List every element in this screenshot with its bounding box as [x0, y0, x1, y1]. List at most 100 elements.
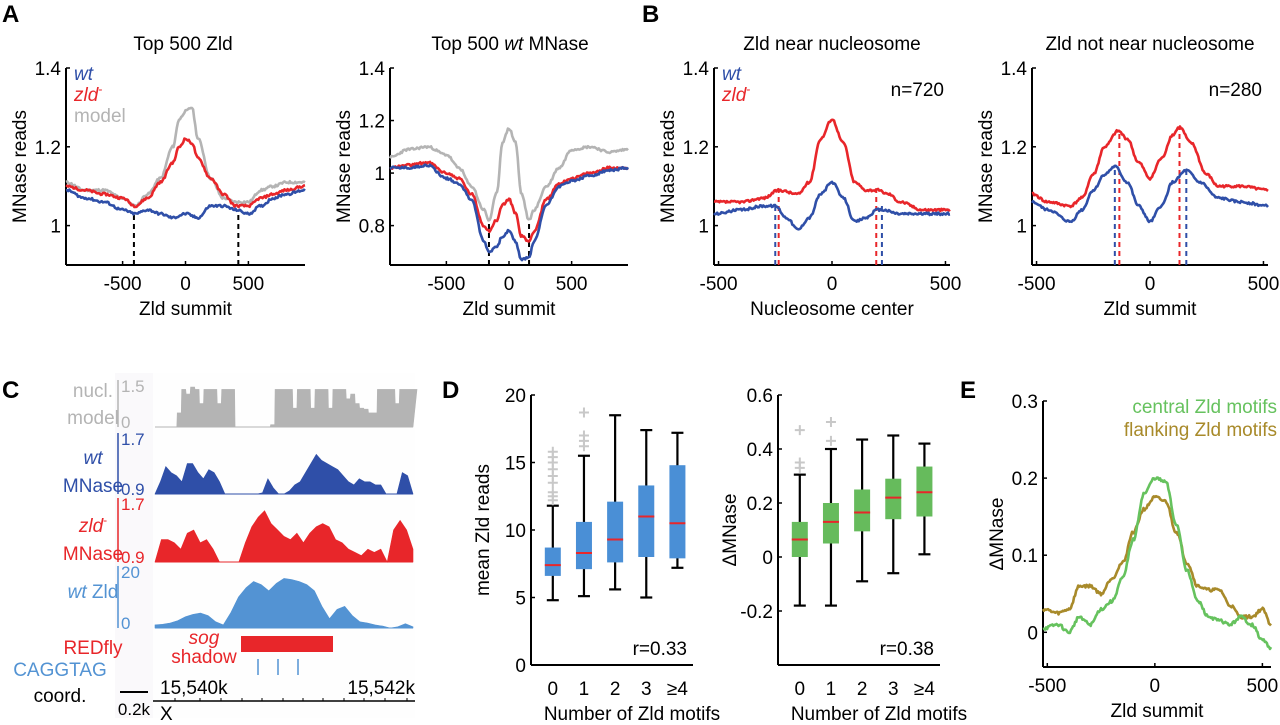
y-tick-label: 0: [515, 656, 526, 677]
x-tick-label: 500: [556, 274, 588, 295]
chart-title: Top 500 wt MNase: [431, 34, 588, 55]
x-axis-label: Number of Zld motifs: [544, 704, 720, 725]
track-label: zld-: [78, 513, 107, 537]
x-tick-label: 500: [1247, 676, 1279, 697]
x-axis-label: Zld summit: [463, 299, 557, 320]
box-iqr: [822, 503, 839, 544]
x-tick-label: 500: [233, 274, 265, 295]
chart-a2: 0.8 1 1.2 1.4 -500 0 500 Zld summit MNase reads T…: [334, 34, 630, 320]
redfly-element-name-2: shadow: [171, 647, 237, 668]
n-annotation: n=720: [891, 80, 944, 101]
y-tick-label: 0.2: [1012, 469, 1038, 490]
panel-label-c: C: [2, 377, 19, 404]
y-tick-label: 1.4: [359, 59, 386, 80]
x-axis-label: Zld summit: [1104, 299, 1198, 320]
track-ymin-label: 0.9: [121, 548, 145, 567]
track-label: wt Zld: [68, 582, 119, 603]
x-tick-label: ≥4: [914, 679, 935, 700]
n-annotation: n=280: [1209, 80, 1262, 101]
y-axis-label: MNase reads: [334, 110, 355, 223]
scale-bar-label: 0.2k: [118, 700, 151, 719]
track-ymin-label: 0.9: [121, 480, 145, 499]
chromosome-label: X: [160, 704, 173, 725]
x-tick-label: 500: [930, 274, 962, 295]
y-tick-label: 1.4: [683, 59, 710, 80]
track-label: model: [67, 408, 119, 429]
r-annotation: r=0.38: [880, 639, 934, 660]
box-iqr: [607, 501, 624, 563]
box-outlier: [825, 417, 836, 427]
x-axis-label: Number of Zld motifs: [791, 704, 967, 725]
track-signal: [155, 386, 418, 428]
y-tick-label: 1: [50, 217, 61, 238]
box-outlier: [547, 487, 558, 498]
series-line-zld: [389, 160, 629, 243]
x-tick-label: 500: [1248, 274, 1280, 295]
track-label: nucl.: [73, 381, 113, 402]
chart-title: Top 500 Zld: [133, 34, 232, 55]
y-tick-label: 1: [1016, 217, 1027, 238]
legend-entry: wt: [74, 64, 94, 85]
x-tick-label: 0: [827, 274, 838, 295]
y-tick-label: 0: [1027, 623, 1038, 644]
x-tick-label: 1: [579, 679, 590, 700]
track-ymax-label: 1.7: [121, 495, 145, 514]
y-tick-label: 0.3: [1012, 392, 1038, 413]
series-line-zld: [65, 137, 306, 209]
box-iqr: [854, 489, 871, 532]
track-ymax-label: 20: [121, 563, 140, 582]
box-outlier: [578, 430, 589, 441]
series-line-model: [65, 106, 306, 209]
legend-entry: zld-: [721, 82, 750, 106]
x-tick-label: 2: [857, 679, 868, 700]
track-ymin-label: 0: [121, 413, 130, 432]
x-tick-label: 1: [826, 679, 837, 700]
y-tick-label: 1: [698, 217, 709, 238]
legend-entry: wt: [722, 64, 742, 85]
panel-label-d: D: [442, 377, 459, 404]
track-signal: [154, 510, 414, 563]
x-tick-label: -500: [1028, 676, 1066, 697]
series-line-wt: [713, 180, 951, 231]
x-tick-label: 0: [795, 679, 806, 700]
redfly-label: REDfly: [63, 638, 123, 659]
series-line-centralzldmotifs: [1042, 476, 1273, 651]
y-axis-label: ΔMNase: [987, 498, 1008, 571]
chart-b2: 1 1.2 1.4 -500 0 500 Zld summit MNase reads Zld …: [976, 34, 1279, 320]
panel-label-e: E: [960, 377, 976, 404]
chart-title: Zld not near nucleosome: [1045, 34, 1254, 55]
y-tick-label: 0.6: [747, 386, 773, 407]
box-iqr: [885, 478, 902, 520]
track-label: MNase: [63, 476, 123, 497]
chart-e: 0 0.1 0.2 0.3 -500 0 500 Zld summit ΔMNase centra…: [987, 392, 1278, 722]
track-ymax-label: 1.5: [121, 377, 145, 396]
box-outlier: [547, 446, 558, 457]
y-tick-label: 1: [374, 164, 385, 185]
track-ymin-label: 0: [121, 614, 130, 633]
x-axis-label: Zld summit: [139, 299, 233, 320]
legend-entry: central Zld motifs: [1132, 397, 1277, 418]
y-tick-label: 0.8: [359, 217, 385, 238]
y-tick-label: 20: [505, 386, 526, 407]
coordinate-left-label: 15,540k: [160, 678, 228, 699]
y-tick-label: 1.2: [683, 138, 709, 159]
track-label: MNase: [63, 544, 123, 565]
chart-b1: 1 1.2 1.4 -500 0 500 Nucleosome center MNase re…: [658, 34, 961, 320]
y-axis-label: MNase reads: [10, 110, 31, 223]
chart-c-genome-browser: 1.50nucl.model1.70.9wtMNase1.70.9zld-MNa…: [13, 373, 418, 725]
redfly-element-name: sog: [189, 628, 220, 649]
x-tick-label: -500: [427, 274, 465, 295]
box-outlier: [794, 457, 805, 468]
series-line-model: [388, 127, 629, 222]
legend-entry: flanking Zld motifs: [1124, 420, 1277, 441]
y-tick-label: 0.4: [747, 440, 774, 461]
redfly-element-bar: [241, 636, 333, 652]
x-tick-label: ≥4: [667, 679, 688, 700]
box-iqr: [544, 547, 561, 576]
series-line-wt: [65, 188, 306, 220]
x-tick-label: 3: [641, 679, 652, 700]
